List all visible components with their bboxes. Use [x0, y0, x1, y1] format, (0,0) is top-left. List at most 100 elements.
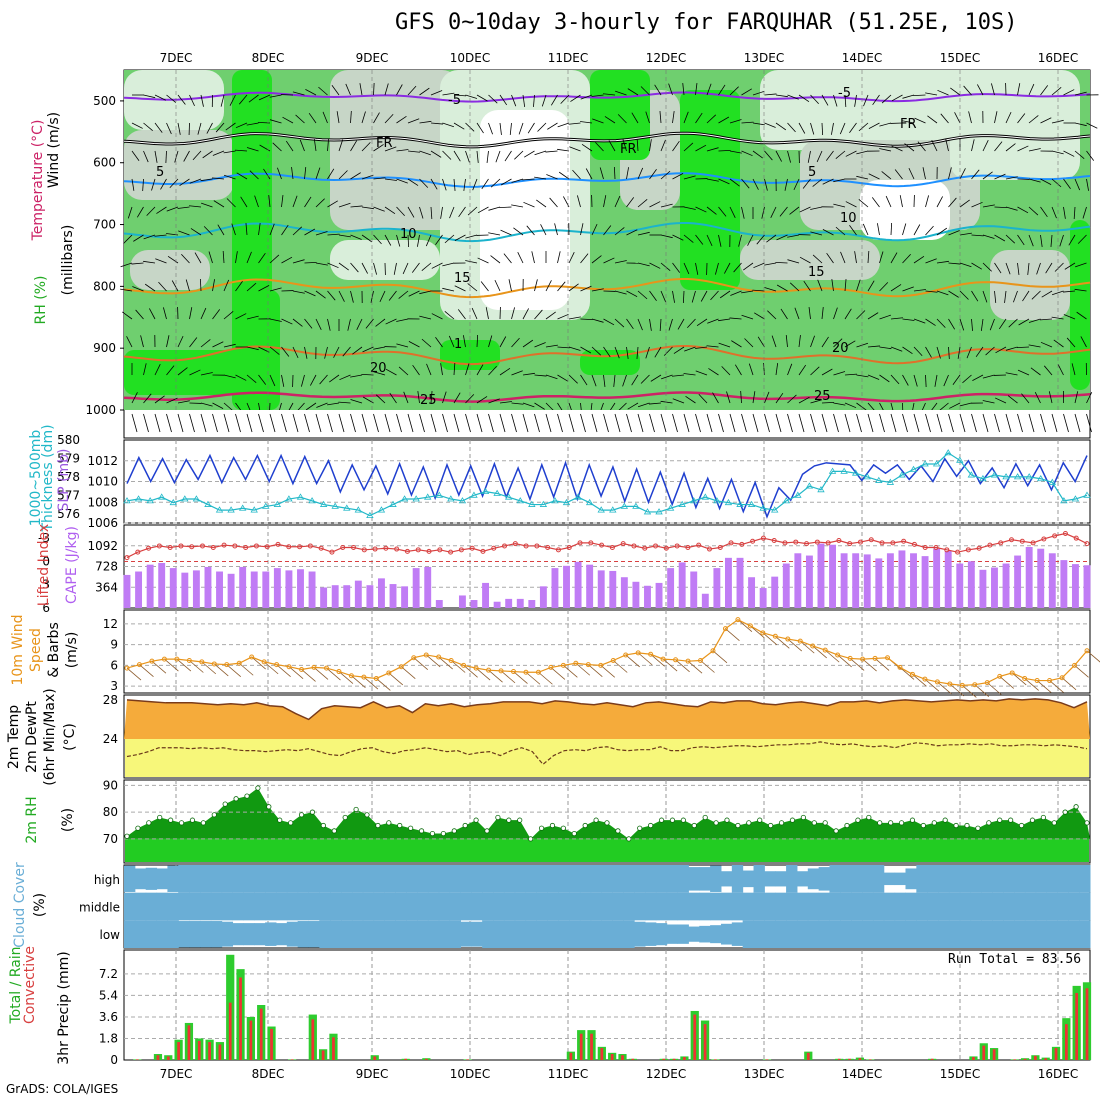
wind-barb [821, 336, 829, 348]
wind-speed-point [548, 664, 554, 670]
wind-barb [868, 122, 880, 129]
wind-barb [730, 290, 742, 296]
rh-point [288, 820, 294, 826]
contour-label: FR [900, 117, 917, 132]
thickness-point [238, 504, 247, 511]
wind-barb [350, 205, 363, 208]
wind-speed-point [722, 626, 728, 632]
wind-barb [347, 318, 351, 331]
thickness-point [157, 493, 166, 500]
wind-barb [131, 413, 138, 433]
thickness-point [366, 511, 374, 519]
wind-barb [396, 149, 409, 152]
wind-barb [637, 231, 650, 236]
wind-barb [741, 290, 754, 294]
lifted-index-point [156, 543, 162, 549]
wind-barb [879, 282, 889, 292]
wind-speed-point [249, 654, 255, 660]
wind-barb [362, 346, 374, 353]
thickness-point [1071, 495, 1080, 502]
cloud-bar [775, 892, 787, 921]
cape-bar [1083, 565, 1091, 608]
wind-barb [342, 346, 351, 357]
cloud-bar [818, 892, 831, 921]
cloud-bar [297, 865, 310, 893]
wind-barb [345, 83, 351, 96]
thickness-point [747, 500, 756, 507]
wind-barb [212, 402, 224, 409]
wind-barb [764, 262, 777, 266]
thickness-tick-label: 577 [57, 488, 80, 502]
cloud-bar [275, 923, 288, 946]
wind-barb [513, 227, 524, 236]
wind-barb [974, 684, 990, 698]
wind-barb [998, 318, 1007, 330]
wind-barb [914, 117, 926, 124]
cape-bar [528, 600, 536, 608]
cloud-bar [927, 892, 939, 921]
wind-barb [568, 122, 581, 125]
wind-barb [1076, 311, 1087, 320]
wind-speed-point [535, 669, 541, 675]
wind-barb [683, 206, 696, 210]
cape-bar [239, 566, 247, 608]
wind-barb [534, 374, 547, 377]
wind-barb [223, 174, 236, 180]
wind-barb [1057, 364, 1064, 376]
cloud-bar [981, 865, 993, 893]
wind-barb [545, 344, 558, 348]
wind-barb [1051, 206, 1057, 219]
wind-tick-label: 3 [110, 679, 118, 693]
wind-barb [246, 374, 257, 384]
wind-barb [726, 391, 731, 404]
wind-barb [614, 318, 625, 328]
cloud-bar [916, 920, 928, 948]
cloud-bar [558, 865, 570, 893]
wind-barb [994, 173, 1006, 180]
wind-barb [649, 201, 661, 208]
wind-barb [126, 667, 142, 681]
wind-barb [154, 413, 161, 433]
axis-title: (m/s) [64, 632, 80, 669]
wind-barb [352, 346, 363, 355]
wind-barb [1005, 262, 1011, 275]
rh-point [1084, 820, 1090, 826]
rh-point [844, 822, 850, 829]
lifted-index-point [243, 544, 249, 550]
wind-barb [212, 309, 221, 320]
precip-convective-bar [868, 1059, 872, 1060]
cloud-bar [525, 865, 537, 893]
wind-barb [1053, 339, 1064, 348]
wind-speed-point [186, 657, 192, 663]
cloud-bar [330, 920, 342, 948]
wind-barb [925, 92, 938, 96]
wind-barb [557, 281, 566, 292]
wind-barb [419, 150, 431, 156]
lifted-index-point [933, 544, 939, 550]
wind-barb [971, 262, 982, 270]
wind-barb [844, 94, 847, 107]
wind-barb [212, 150, 225, 156]
wind-barb [419, 413, 425, 433]
wind-barb [206, 122, 213, 134]
wind-barb [509, 122, 512, 135]
wind-barb [812, 645, 827, 659]
wind-barb [476, 364, 484, 376]
bottom-date-label: 15DEC [940, 1067, 980, 1081]
wind-barb [476, 413, 483, 433]
cloud-bar [124, 892, 136, 921]
cloud-bar [710, 925, 722, 944]
cloud-bar [341, 865, 353, 893]
wind-barb [442, 413, 448, 433]
wind-barb [263, 168, 271, 180]
rh-point [997, 817, 1003, 823]
wind-barb [950, 87, 961, 96]
wind-barb [831, 122, 834, 135]
cape-bar [458, 595, 466, 608]
wind-barb [327, 318, 331, 331]
wind-barb [798, 122, 806, 134]
wind-barb [902, 346, 913, 355]
wind-barb [752, 413, 759, 433]
wind-barb [465, 363, 470, 376]
wind-barb [143, 150, 149, 163]
